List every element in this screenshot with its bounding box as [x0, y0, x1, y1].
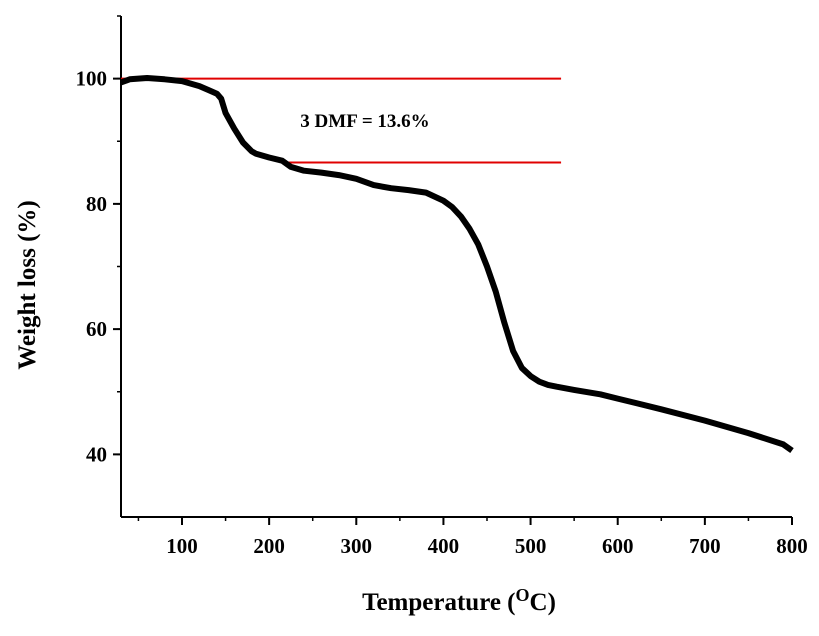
series-group: [119, 75, 794, 454]
x-tick-label: 400: [428, 534, 460, 558]
y-tick-label: 40: [86, 442, 107, 466]
y-tick-label: 80: [86, 192, 107, 216]
x-tick-label: 500: [515, 534, 547, 558]
x-tick-label: 800: [776, 534, 808, 558]
x-axis-title-main: Temperature (: [362, 589, 515, 616]
y-tick-label: 60: [86, 317, 107, 341]
annotation-group: [121, 77, 562, 164]
axes: [120, 16, 792, 518]
series-line-1: [119, 75, 794, 454]
x-axis-title-suffix: C): [530, 589, 556, 616]
x-tick-label: 600: [602, 534, 634, 558]
x-tick-label: 200: [253, 534, 285, 558]
x-axis-title-superscript: O: [516, 585, 530, 605]
x-axis-title: Temperature (OC): [362, 585, 556, 616]
y-tick-label: 100: [76, 67, 108, 91]
y-axis-title: Weight loss (%): [14, 200, 41, 369]
ticks: 100 200 300 400 500 600 700 800 40 60 80 100: [76, 15, 808, 558]
x-tick-label: 100: [166, 534, 198, 558]
annotation-label: 3 DMF = 13.6%: [300, 111, 429, 132]
x-tick-label: 300: [341, 534, 373, 558]
x-tick-label: 700: [689, 534, 721, 558]
